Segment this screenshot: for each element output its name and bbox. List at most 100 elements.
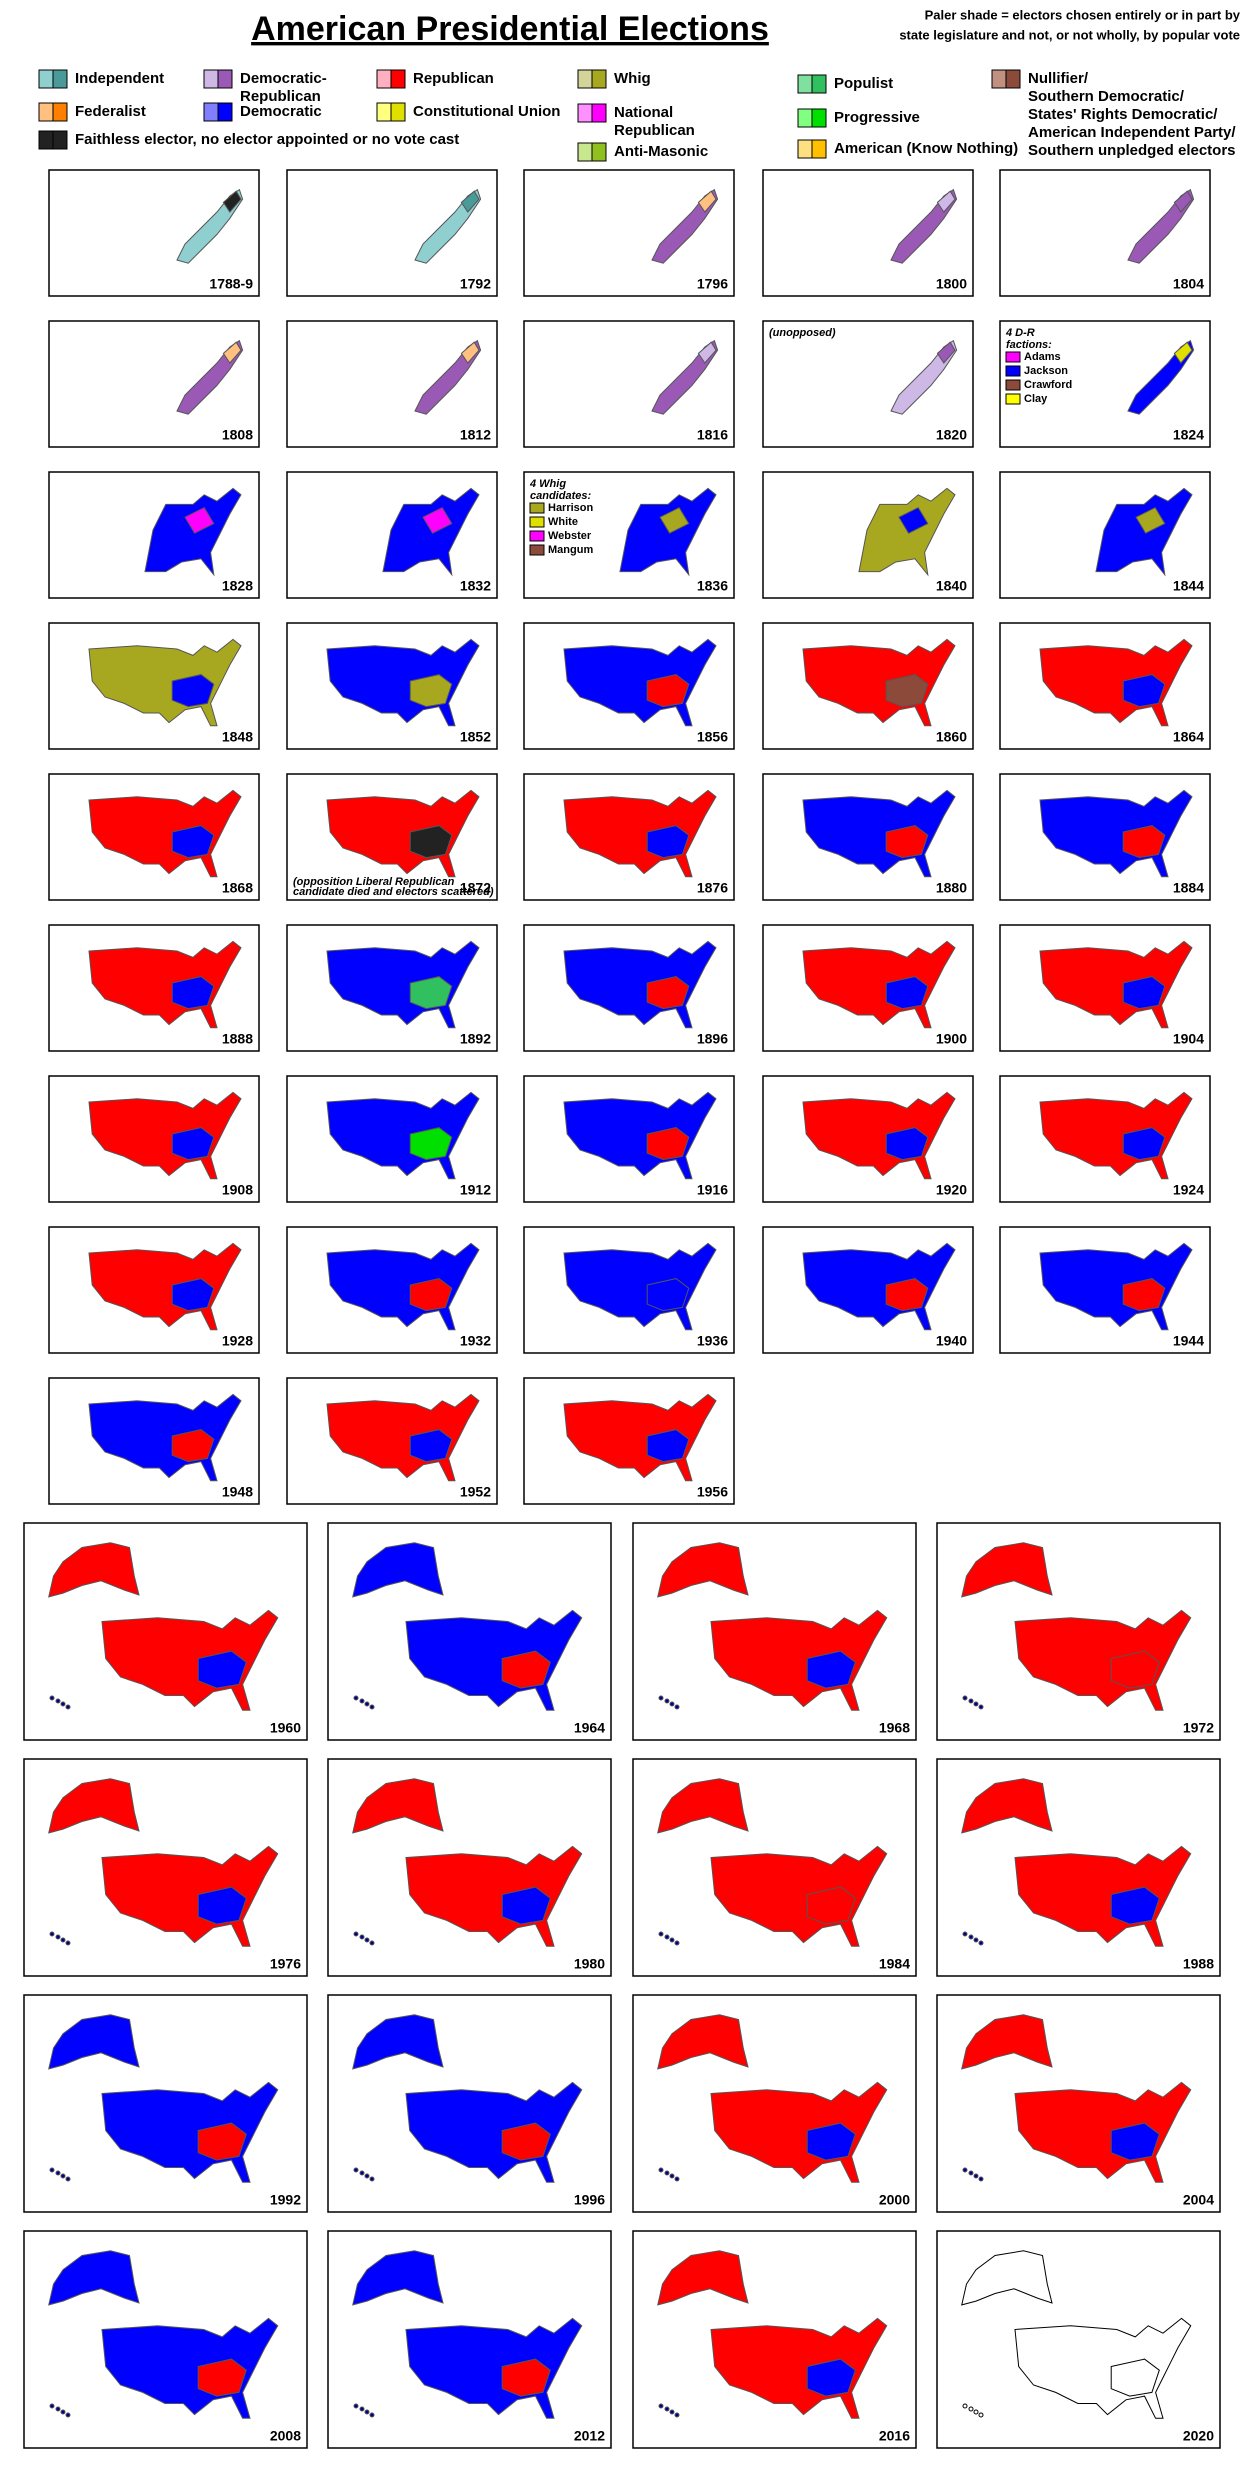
map-panel: [48, 320, 260, 448]
legend-label: National: [614, 104, 673, 121]
year-label: 1888: [222, 1031, 253, 1047]
map-region: [409, 1127, 453, 1161]
map-region: [1173, 341, 1193, 364]
map-panel: [762, 320, 974, 448]
hawaii-island: [60, 2173, 66, 2179]
year-label: 1880: [936, 880, 967, 896]
hawaii-island: [674, 2176, 680, 2182]
legend-swatch: [203, 69, 219, 89]
map-region: [409, 1278, 453, 1312]
map-region: [171, 1429, 215, 1463]
map-region: [144, 487, 242, 577]
map-region: [646, 1429, 690, 1463]
hawaii-island: [359, 1934, 365, 1940]
year-label: 1948: [222, 1484, 253, 1500]
map-region: [197, 1886, 247, 1925]
map-region: [409, 674, 453, 708]
sub-legend-label: Harrison: [548, 502, 594, 514]
note-line: Paler shade = electors chosen entirely o…: [925, 7, 1241, 22]
year-label: 1936: [697, 1333, 728, 1349]
year-label: 1980: [574, 1956, 605, 1972]
hawaii-island: [664, 1934, 670, 1940]
legend-label: Populist: [834, 75, 893, 92]
sub-legend-swatch: [1005, 379, 1021, 391]
map-region: [409, 976, 453, 1010]
hawaii-island: [674, 2412, 680, 2418]
map-region: [171, 976, 215, 1010]
map-region: [657, 1778, 749, 1834]
map-region: [1127, 188, 1195, 264]
sub-legend-swatch: [529, 544, 545, 556]
legend-swatch: [390, 69, 406, 89]
hawaii-island: [359, 2406, 365, 2412]
map-panel: [286, 169, 498, 297]
hawaii-island: [49, 1695, 55, 1701]
year-label: 1996: [574, 2192, 605, 2208]
legend-swatch: [217, 102, 233, 122]
legend-swatch: [577, 69, 593, 89]
year-label: 1984: [879, 1956, 910, 1972]
legend-swatch: [38, 130, 54, 150]
map-region: [501, 1886, 551, 1925]
hawaii-island: [669, 2173, 675, 2179]
year-label: 1944: [1173, 1333, 1204, 1349]
hawaii-island: [65, 2176, 71, 2182]
year-label: 1968: [879, 1720, 910, 1736]
legend-swatch: [577, 103, 593, 123]
legend-swatch: [52, 102, 68, 122]
hawaii-island: [60, 1937, 66, 1943]
legend-swatch: [376, 102, 392, 122]
year-label: 1896: [697, 1031, 728, 1047]
hawaii-island: [968, 2170, 974, 2176]
hawaii-island: [669, 1701, 675, 1707]
hawaii-island: [669, 2409, 675, 2415]
hawaii-island: [49, 2167, 55, 2173]
map-region: [646, 976, 690, 1010]
legend-label: Nullifier/: [1028, 70, 1089, 87]
year-label: 1920: [936, 1182, 967, 1198]
map-region: [171, 1127, 215, 1161]
legend-label: Anti-Masonic: [614, 143, 708, 160]
map-region: [885, 1127, 929, 1161]
map-region: [657, 1542, 749, 1598]
legend-swatch: [1005, 69, 1021, 89]
map-region: [961, 1542, 1053, 1598]
legend-swatch: [577, 142, 593, 162]
map-region: [697, 341, 717, 364]
year-label: 1804: [1173, 276, 1204, 292]
map-region: [885, 674, 929, 708]
year-label: 1908: [222, 1182, 253, 1198]
map-region: [806, 1886, 856, 1925]
hawaii-island: [973, 2409, 979, 2415]
hawaii-island: [978, 2176, 984, 2182]
year-label: 1836: [697, 578, 728, 594]
year-label: 2008: [270, 2428, 301, 2444]
year-label: 1932: [460, 1333, 491, 1349]
hawaii-island: [968, 1934, 974, 1940]
year-label: 1840: [936, 578, 967, 594]
map-region: [961, 1778, 1053, 1834]
map-region: [646, 674, 690, 708]
map-region: [1110, 1886, 1160, 1925]
hawaii-island: [364, 2409, 370, 2415]
hawaii-island: [962, 1695, 968, 1701]
year-label: 1876: [697, 880, 728, 896]
year-label: 1872: [460, 880, 491, 896]
sub-legend-label: Adams: [1024, 351, 1061, 363]
legend-swatch: [797, 74, 813, 94]
hawaii-island: [669, 1937, 675, 1943]
map-region: [1135, 506, 1166, 534]
legend-label: American Independent Party/: [1028, 124, 1236, 141]
legend-label: States' Rights Democratic/: [1028, 106, 1218, 123]
hawaii-island: [60, 2409, 66, 2415]
hawaii-island: [353, 2167, 359, 2173]
legend-swatch: [797, 139, 813, 159]
map-region: [1122, 1278, 1166, 1312]
map-region: [422, 506, 453, 534]
year-label: 1956: [697, 1484, 728, 1500]
map-region: [48, 2250, 140, 2306]
hawaii-island: [65, 1704, 71, 1710]
year-label: 1788-9: [209, 276, 253, 292]
hawaii-island: [359, 1698, 365, 1704]
hawaii-island: [674, 1704, 680, 1710]
